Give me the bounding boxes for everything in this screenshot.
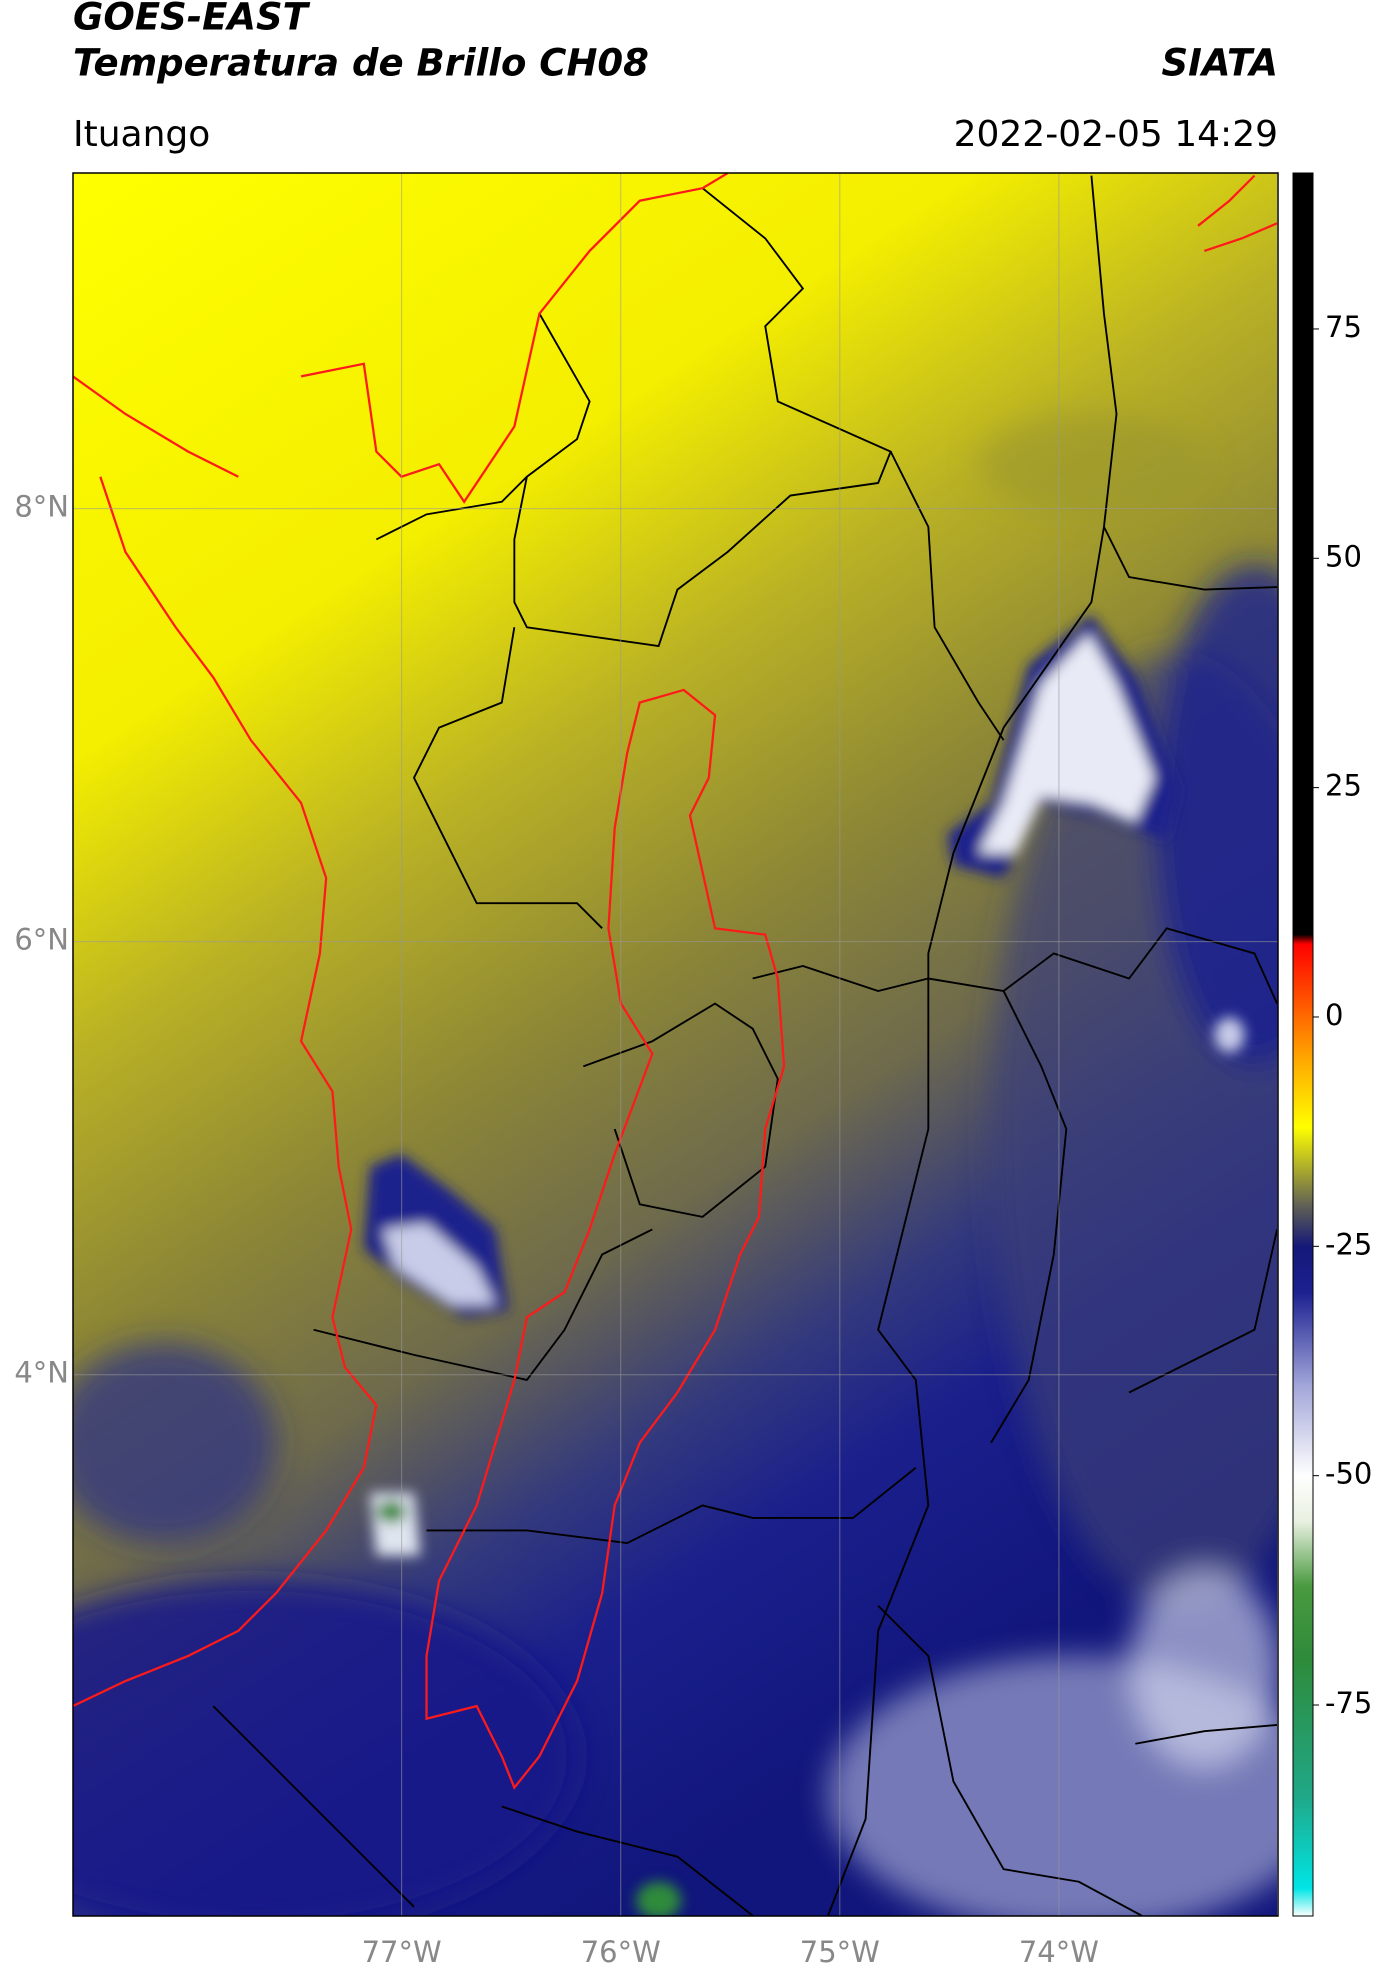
y-tick-label: 6°N — [14, 923, 69, 957]
colorbar-tick-label: 50 — [1325, 539, 1362, 573]
colorbar-segment — [1293, 1475, 1313, 1523]
location: Ituango — [73, 114, 210, 155]
datetime: 2022-02-05 14:29 — [954, 114, 1278, 155]
colorbar-tick-label: 75 — [1325, 310, 1362, 344]
colorbar-segment — [1293, 1888, 1313, 1917]
colorbar-tick-label: 25 — [1325, 769, 1362, 803]
colorbar-tick-label: -25 — [1325, 1227, 1372, 1261]
colorbar-segment — [1293, 173, 1313, 935]
colorbar-segment — [1293, 1796, 1313, 1889]
colorbar-segment — [1293, 1246, 1313, 1293]
colorbar-tick-label: -50 — [1325, 1457, 1372, 1491]
source: SIATA — [1161, 42, 1278, 85]
map-image — [72, 173, 1278, 1916]
x-tick-label: 74°W — [1019, 1935, 1099, 1969]
colorbar-segment — [1293, 1383, 1313, 1477]
colorbar-segment — [1293, 1053, 1313, 1128]
colorbar-segment — [1293, 1585, 1313, 1660]
colorbar-tick-label: -75 — [1325, 1686, 1372, 1720]
title: GOES-EAST — [73, 0, 311, 39]
y-tick-label: 8°N — [14, 490, 69, 524]
map-frame — [72, 172, 1279, 1917]
subtitle: Temperatura de Brillo CH08 — [73, 42, 649, 85]
colorbar-tick-label: 0 — [1325, 998, 1343, 1032]
colorbar-segment — [1293, 1521, 1313, 1587]
x-tick-label: 77°W — [362, 1935, 442, 1969]
colorbar-frame — [1292, 172, 1314, 1917]
y-tick-label: 4°N — [14, 1356, 69, 1390]
colorbar-segment — [1293, 943, 1313, 1055]
x-tick-label: 76°W — [581, 1935, 661, 1969]
colorbar-segment — [1293, 1127, 1313, 1201]
colorbar-segment — [1293, 1200, 1313, 1247]
colorbar-segment — [1293, 934, 1313, 945]
colorbar-segment — [1293, 1292, 1313, 1385]
colorbar-segment — [1293, 1659, 1313, 1798]
x-tick-label: 75°W — [800, 1935, 880, 1969]
